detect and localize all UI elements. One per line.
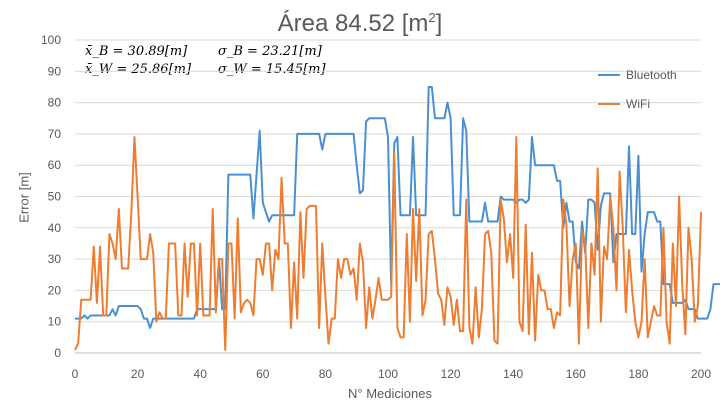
y-tick-label: 0 <box>54 346 61 360</box>
chart-title-text: Área 84.52 [m <box>277 10 429 37</box>
stat-sigma-b: σ_B = 23.21[m] <box>218 44 322 59</box>
x-axis-label: N° Mediciones <box>348 386 432 401</box>
chart-title: Área 84.52 [m2] <box>0 10 720 38</box>
series-line-bluetooth <box>75 85 720 329</box>
y-tick-label: 70 <box>48 127 62 141</box>
legend-label: Bluetooth <box>626 68 677 82</box>
stat-mean-w: x̄_W = 25.86[m] <box>85 62 192 77</box>
y-tick-label: 100 <box>41 33 61 47</box>
x-tick-label: 180 <box>628 367 648 381</box>
x-tick-label: 60 <box>256 367 270 381</box>
series-line-wifi <box>74 136 702 351</box>
stat-mean-b: x̄_B = 30.89[m] <box>85 44 188 59</box>
y-tick-label: 60 <box>48 158 62 172</box>
x-tick-label: 40 <box>194 367 208 381</box>
x-tick-label: 80 <box>319 367 333 381</box>
y-tick-label: 30 <box>48 252 62 266</box>
x-tick-label: 140 <box>503 367 523 381</box>
x-tick-label: 120 <box>441 367 461 381</box>
y-tick-label: 80 <box>48 96 62 110</box>
stat-sigma-w: σ_W = 15.45[m] <box>218 62 326 77</box>
x-tick-label: 200 <box>691 367 711 381</box>
chart-title-end: ] <box>435 10 443 37</box>
x-tick-label: 0 <box>72 367 79 381</box>
y-tick-label: 50 <box>48 190 62 204</box>
x-tick-label: 20 <box>131 367 145 381</box>
legend-label: WiFi <box>626 97 650 111</box>
x-tick-label: 100 <box>378 367 398 381</box>
y-tick-label: 20 <box>48 283 62 297</box>
x-tick-label: 160 <box>566 367 586 381</box>
y-tick-label: 40 <box>48 221 62 235</box>
chart-title-superscript: 2 <box>428 10 436 25</box>
y-tick-label: 10 <box>48 315 62 329</box>
y-tick-label: 90 <box>48 64 62 78</box>
